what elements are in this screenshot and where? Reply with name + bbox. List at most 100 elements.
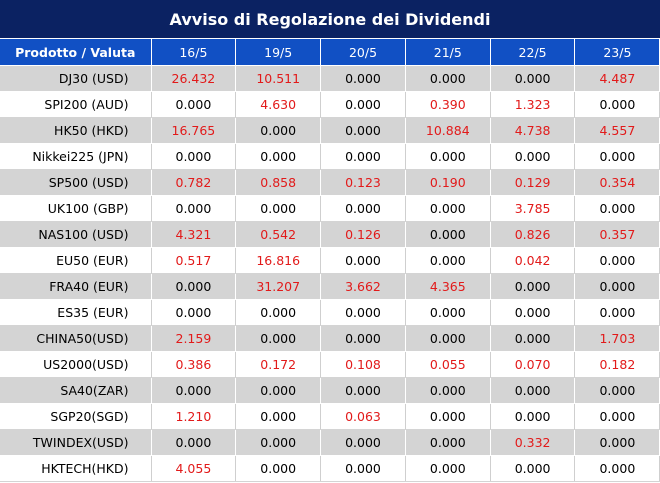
value-cell: 0.000 [574,195,660,222]
value-cell: 0.542 [235,221,322,248]
table-row: TWINDEX(USD) 0.000 0.000 0.000 0.000 0.332 0.0… [0,429,660,456]
value-cell: 0.000 [405,377,491,404]
value-cell: 0.000 [574,455,660,482]
table-row: Nikkei225 (JPN) 0.000 0.000 0.000 0.000 0.000… [0,143,660,170]
product-cell: ES35 (EUR) [0,299,152,326]
value-cell: 0.000 [235,117,322,144]
value-cell: 4.738 [490,117,576,144]
value-cell: 4.630 [235,91,322,118]
value-cell: 0.000 [574,91,660,118]
value-cell: 16.816 [235,247,322,274]
value-cell: 0.517 [151,247,237,274]
value-cell: 0.000 [405,403,491,430]
value-cell: 0.000 [320,195,406,222]
value-cell: 0.000 [235,299,322,326]
value-cell: 0.000 [151,143,237,170]
table-row: SGP20(SGD) 1.210 0.000 0.063 0.000 0.000 0.000 [0,403,660,430]
value-cell: 0.000 [320,65,406,92]
header-date: 16/5 [151,39,237,66]
table-body: DJ30 (USD) 26.432 10.511 0.000 0.000 0.000 4.4… [0,65,660,482]
value-cell: 0.000 [320,247,406,274]
header-date: 21/5 [405,39,491,66]
value-cell: 0.000 [235,325,322,352]
value-cell: 0.108 [320,351,406,378]
value-cell: 3.785 [490,195,576,222]
value-cell: 0.000 [151,299,237,326]
value-cell: 0.055 [405,351,491,378]
header-product: Prodotto / Valuta [0,39,152,66]
table-row: FRA40 (EUR) 0.000 31.207 3.662 4.365 0.000 0.0… [0,273,660,300]
value-cell: 0.826 [490,221,576,248]
product-cell: US2000(USD) [0,351,152,378]
value-cell: 0.000 [490,325,576,352]
value-cell: 0.000 [490,273,576,300]
value-cell: 0.190 [405,169,491,196]
table-title: Avviso di Regolazione dei Dividendi [0,0,660,39]
value-cell: 0.182 [574,351,660,378]
product-cell: NAS100 (USD) [0,221,152,248]
table-row: SPI200 (AUD) 0.000 4.630 0.000 0.390 1.323 0.0… [0,91,660,118]
table-row: US2000(USD) 0.386 0.172 0.108 0.055 0.070 0.18… [0,351,660,378]
value-cell: 0.000 [490,377,576,404]
value-cell: 0.000 [405,429,491,456]
table-row: ES35 (EUR) 0.000 0.000 0.000 0.000 0.000 0.000 [0,299,660,326]
value-cell: 0.000 [320,377,406,404]
value-cell: 0.172 [235,351,322,378]
value-cell: 4.055 [151,455,237,482]
table-row: SA40(ZAR) 0.000 0.000 0.000 0.000 0.000 0.000 [0,377,660,404]
value-cell: 0.000 [574,143,660,170]
value-cell: 0.000 [405,195,491,222]
value-cell: 0.000 [405,299,491,326]
value-cell: 1.323 [490,91,576,118]
value-cell: 0.000 [405,143,491,170]
value-cell: 0.123 [320,169,406,196]
header-date: 23/5 [574,39,660,66]
table-row: NAS100 (USD) 4.321 0.542 0.126 0.000 0.826 0.3… [0,221,660,248]
value-cell: 0.000 [574,429,660,456]
value-cell: 0.000 [490,299,576,326]
table-row: HKTECH(HKD) 4.055 0.000 0.000 0.000 0.000 0.00… [0,455,660,482]
value-cell: 0.000 [320,299,406,326]
value-cell: 4.557 [574,117,660,144]
product-cell: EU50 (EUR) [0,247,152,274]
value-cell: 0.000 [151,195,237,222]
value-cell: 0.126 [320,221,406,248]
value-cell: 0.000 [490,403,576,430]
header-date: 20/5 [320,39,406,66]
value-cell: 0.000 [235,455,322,482]
value-cell: 0.000 [405,325,491,352]
value-cell: 0.000 [235,377,322,404]
value-cell: 2.159 [151,325,237,352]
value-cell: 0.129 [490,169,576,196]
value-cell: 1.210 [151,403,237,430]
header-date: 22/5 [490,39,576,66]
value-cell: 0.000 [235,195,322,222]
product-cell: HKTECH(HKD) [0,455,152,482]
product-cell: SGP20(SGD) [0,403,152,430]
product-cell: FRA40 (EUR) [0,273,152,300]
product-cell: SPI200 (AUD) [0,91,152,118]
value-cell: 0.063 [320,403,406,430]
table-row: UK100 (GBP) 0.000 0.000 0.000 0.000 3.785 0.00… [0,195,660,222]
product-cell: UK100 (GBP) [0,195,152,222]
value-cell: 4.365 [405,273,491,300]
value-cell: 0.000 [490,455,576,482]
value-cell: 0.000 [405,65,491,92]
value-cell: 0.386 [151,351,237,378]
value-cell: 0.000 [574,299,660,326]
value-cell: 0.000 [574,377,660,404]
table-row: HK50 (HKD) 16.765 0.000 0.000 10.884 4.738 4.5… [0,117,660,144]
value-cell: 16.765 [151,117,237,144]
table-row: EU50 (EUR) 0.517 16.816 0.000 0.000 0.042 0.00… [0,247,660,274]
product-cell: SA40(ZAR) [0,377,152,404]
value-cell: 10.511 [235,65,322,92]
product-cell: TWINDEX(USD) [0,429,152,456]
value-cell: 0.000 [405,247,491,274]
value-cell: 3.662 [320,273,406,300]
value-cell: 0.000 [490,143,576,170]
value-cell: 0.390 [405,91,491,118]
value-cell: 0.000 [235,403,322,430]
value-cell: 0.070 [490,351,576,378]
value-cell: 0.332 [490,429,576,456]
